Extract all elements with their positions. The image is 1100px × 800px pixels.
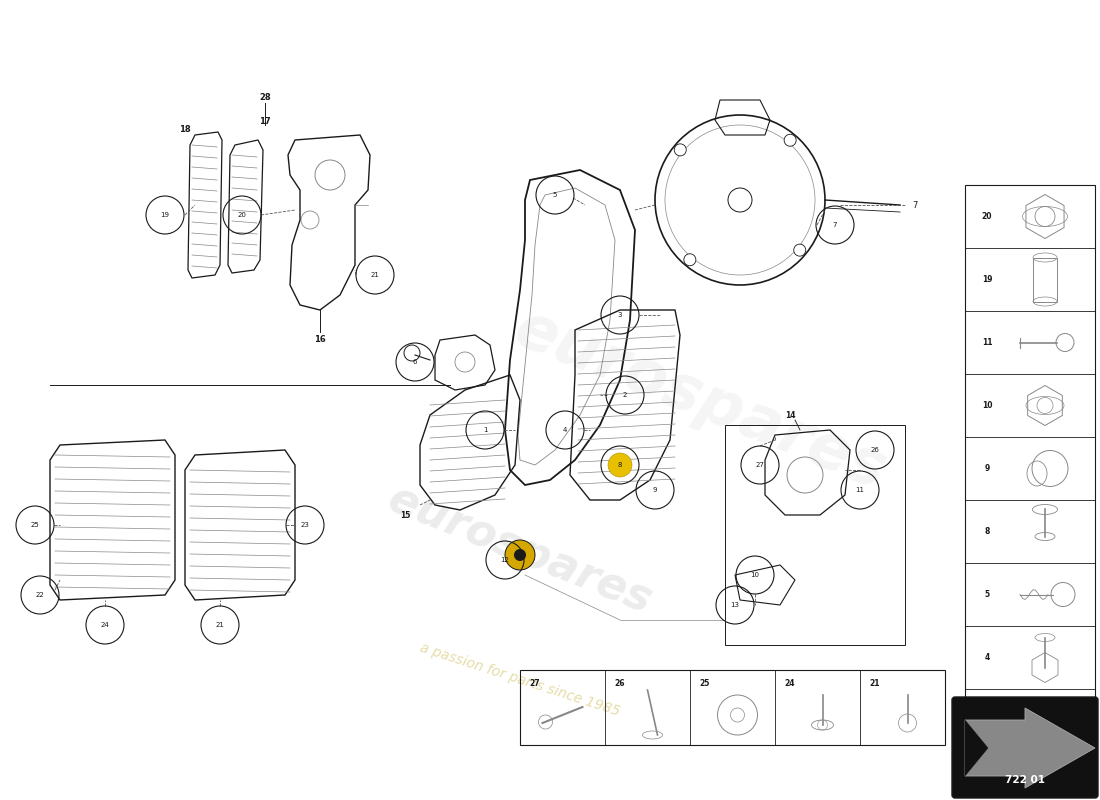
Text: 3: 3 (618, 312, 623, 318)
Text: 4: 4 (984, 653, 990, 662)
Text: 23: 23 (300, 522, 309, 528)
Text: eurospares: eurospares (382, 478, 659, 622)
Circle shape (674, 144, 686, 156)
Text: 10: 10 (750, 572, 759, 578)
Text: 21: 21 (870, 678, 880, 687)
Circle shape (684, 254, 696, 266)
Circle shape (608, 453, 632, 477)
Text: 7: 7 (912, 201, 917, 210)
Text: 12: 12 (500, 557, 509, 563)
Text: 4: 4 (563, 427, 568, 433)
Circle shape (514, 549, 526, 561)
Text: 8: 8 (984, 527, 990, 536)
Text: 15: 15 (399, 510, 410, 519)
Text: eurospares: eurospares (506, 298, 894, 502)
Text: 5: 5 (553, 192, 558, 198)
Text: 722 01: 722 01 (1005, 775, 1045, 785)
Circle shape (794, 244, 806, 256)
Text: 16: 16 (315, 335, 326, 345)
Text: 22: 22 (35, 592, 44, 598)
Text: 26: 26 (615, 678, 625, 687)
Text: 9: 9 (652, 487, 658, 493)
Text: 11: 11 (856, 487, 865, 493)
Circle shape (784, 134, 796, 146)
Text: 10: 10 (981, 401, 992, 410)
Text: 5: 5 (984, 590, 990, 599)
Text: a passion for parts since 1985: a passion for parts since 1985 (418, 641, 622, 719)
Text: 17: 17 (260, 118, 271, 126)
Text: 14: 14 (784, 410, 795, 419)
Text: 24: 24 (784, 678, 795, 687)
Bar (965, 185, 1094, 752)
Text: 18: 18 (179, 126, 190, 134)
Bar (725, 425, 905, 645)
FancyBboxPatch shape (952, 697, 1098, 798)
Text: 8: 8 (618, 462, 623, 468)
Polygon shape (965, 720, 988, 776)
Text: 21: 21 (216, 622, 224, 628)
Text: 25: 25 (31, 522, 40, 528)
Text: 3: 3 (984, 716, 990, 725)
Text: 26: 26 (870, 447, 879, 453)
Text: 20: 20 (238, 212, 246, 218)
Text: 28: 28 (260, 94, 271, 102)
Text: 20: 20 (981, 212, 992, 221)
Text: 19: 19 (981, 275, 992, 284)
Text: 27: 27 (530, 678, 540, 687)
Text: 21: 21 (371, 272, 380, 278)
Text: 24: 24 (100, 622, 109, 628)
Bar (520, 670, 945, 745)
Text: 2: 2 (623, 392, 627, 398)
Polygon shape (965, 708, 1094, 788)
Text: 1: 1 (483, 427, 487, 433)
Circle shape (505, 540, 535, 570)
Text: 9: 9 (984, 464, 990, 473)
Text: 11: 11 (981, 338, 992, 347)
Text: 6: 6 (412, 359, 417, 365)
Text: 25: 25 (700, 678, 711, 687)
Text: 7: 7 (833, 222, 837, 228)
Text: 13: 13 (730, 602, 739, 608)
Bar (1033, 258, 1057, 302)
Text: 27: 27 (756, 462, 764, 468)
Text: 19: 19 (161, 212, 169, 218)
